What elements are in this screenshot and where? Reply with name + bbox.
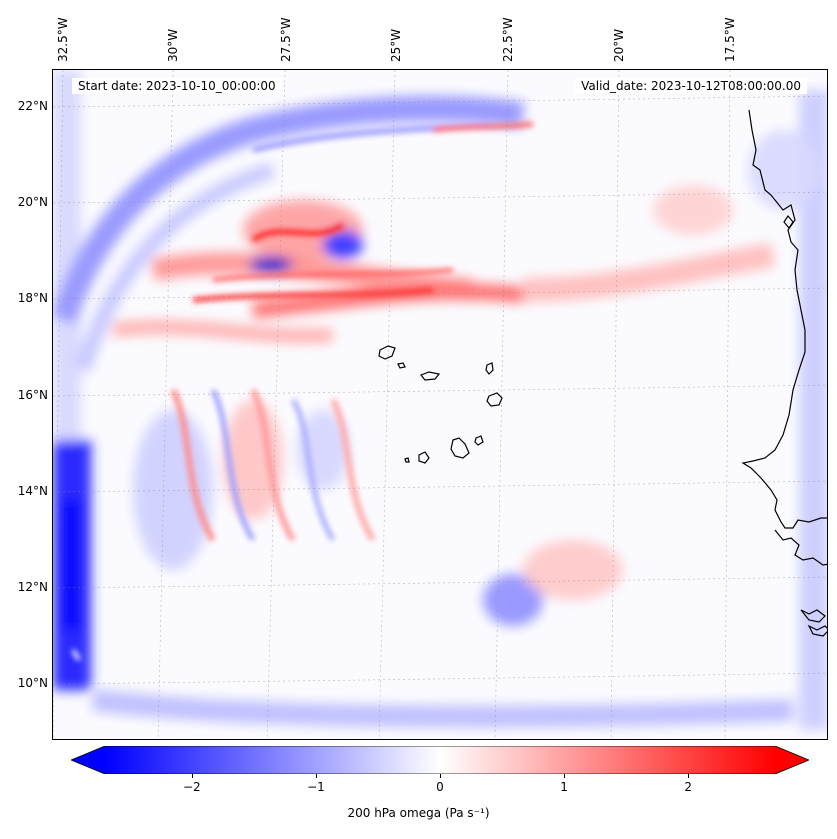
colorbar-label: 200 hPa omega (Pa s⁻¹)	[347, 806, 490, 820]
colorbar-tick-label: −2	[182, 780, 201, 794]
colorbar-min-extend-arrow	[71, 746, 105, 774]
red-cell-south	[523, 540, 623, 600]
gridline-lat-18n	[53, 287, 827, 300]
colorbar-tick-label: 2	[684, 780, 692, 794]
lon-label-17-5w: 17.5°W	[723, 17, 737, 62]
coastlines	[378, 109, 827, 637]
west-africa-coastline	[741, 109, 827, 529]
omega-fine-structure	[71, 121, 534, 662]
lat-label-20n: 20°N	[17, 195, 48, 209]
blue-cell-northwest	[249, 257, 293, 273]
colorbar	[69, 745, 811, 775]
colorbar-tick-mark	[688, 774, 690, 778]
map-background	[53, 70, 827, 739]
lon-label-32-5w: 32.5°W	[56, 17, 70, 62]
blue-cell-northeast	[748, 130, 818, 210]
red-streak-north	[432, 121, 534, 133]
lat-label-14n: 14°N	[17, 484, 48, 498]
gridline-lat-10n	[53, 672, 827, 685]
gridline-lat-16n	[53, 384, 827, 397]
blue-cell-south	[483, 574, 543, 626]
fogo-island	[418, 451, 430, 464]
banc-arguin-island	[783, 214, 794, 230]
gridline-lat-14n	[53, 480, 827, 493]
lon-label-20w: 20°W	[612, 28, 626, 62]
gridline-lat-22n	[53, 95, 827, 108]
red-cell-northeast	[653, 185, 733, 235]
omega-broad-field	[53, 70, 827, 730]
white-notch	[71, 648, 81, 662]
red-streak-core	[192, 287, 434, 303]
lat-label-18n: 18°N	[17, 291, 48, 305]
guinea-coastline	[774, 529, 827, 566]
lat-label-16n: 16°N	[17, 388, 48, 402]
lat-label-10n: 10°N	[17, 676, 48, 690]
northwest-blue-arc	[53, 95, 525, 325]
colorbar-max-extend-arrow	[775, 746, 809, 774]
omega-map-panel	[52, 69, 828, 740]
western-max-band	[63, 500, 79, 630]
gridline-lat-12n	[53, 576, 827, 589]
lon-label-27-5w: 27.5°W	[279, 17, 293, 62]
valid-date-label: Valid_date: 2023-10-12T08:00:00.00	[575, 78, 807, 94]
sao-nicolau-island	[420, 371, 441, 381]
southern-blue-band	[91, 689, 794, 728]
colorbar-tick-mark	[564, 774, 566, 778]
sal-island	[485, 362, 494, 375]
santo-antao-island	[378, 345, 396, 360]
colorbar-tick-mark	[191, 774, 193, 778]
gridline-lon-17-5w	[724, 70, 731, 739]
blue-wave-2	[290, 398, 336, 542]
colorbar-svg	[69, 745, 811, 775]
western-weak-band	[53, 70, 81, 440]
colorbar-tick-mark	[315, 774, 317, 778]
blue-cell-southwest	[133, 410, 213, 570]
colorbar-tick-mark	[440, 774, 441, 778]
colorbar-tick-label: −1	[307, 780, 325, 794]
gridline-lon-22-5w	[494, 70, 509, 739]
omega-field-svg	[53, 70, 827, 739]
colorbar-gradient	[105, 746, 775, 774]
red-streak-east	[522, 243, 775, 302]
brava-island	[404, 457, 410, 463]
lon-label-30w: 30°W	[166, 28, 180, 62]
red-streak-core-2	[212, 268, 454, 282]
red-streak-west	[112, 320, 334, 343]
bissagos-island-1	[800, 609, 826, 623]
gridlines	[53, 70, 827, 739]
red-wave-3	[330, 398, 376, 542]
red-streak-core-3	[251, 222, 345, 243]
gridline-lon-27-5w	[266, 70, 286, 739]
sao-vicente-island	[397, 362, 406, 369]
gridline-lon-25w	[378, 70, 396, 739]
blue-cell-north	[323, 231, 363, 259]
bissagos-island-2	[807, 624, 827, 637]
red-cell-southwest	[223, 400, 283, 520]
lat-label-12n: 12°N	[17, 580, 48, 594]
lon-label-25w: 25°W	[389, 28, 403, 62]
gridline-lon-20w	[610, 70, 620, 739]
colorbar-tick-label: 0	[436, 780, 444, 794]
red-wave-1	[170, 388, 216, 542]
gridline-lon-30w	[157, 70, 174, 739]
lat-label-22n: 22°N	[17, 99, 48, 113]
boa-vista-island	[486, 392, 503, 407]
colorbar-tick-label: 1	[560, 780, 568, 794]
maio-island	[474, 435, 484, 446]
gridline-lat-20n	[53, 191, 827, 204]
northwest-inner-arc	[75, 162, 276, 373]
red-wave-2	[250, 388, 296, 542]
blue-wave-1	[210, 388, 256, 542]
lon-label-22-5w: 22.5°W	[501, 17, 515, 62]
start-date-label: Start date: 2023-10-10_00:00:00	[72, 78, 282, 94]
gridline-lon-32-5w	[53, 70, 64, 739]
santiago-island	[450, 437, 470, 459]
